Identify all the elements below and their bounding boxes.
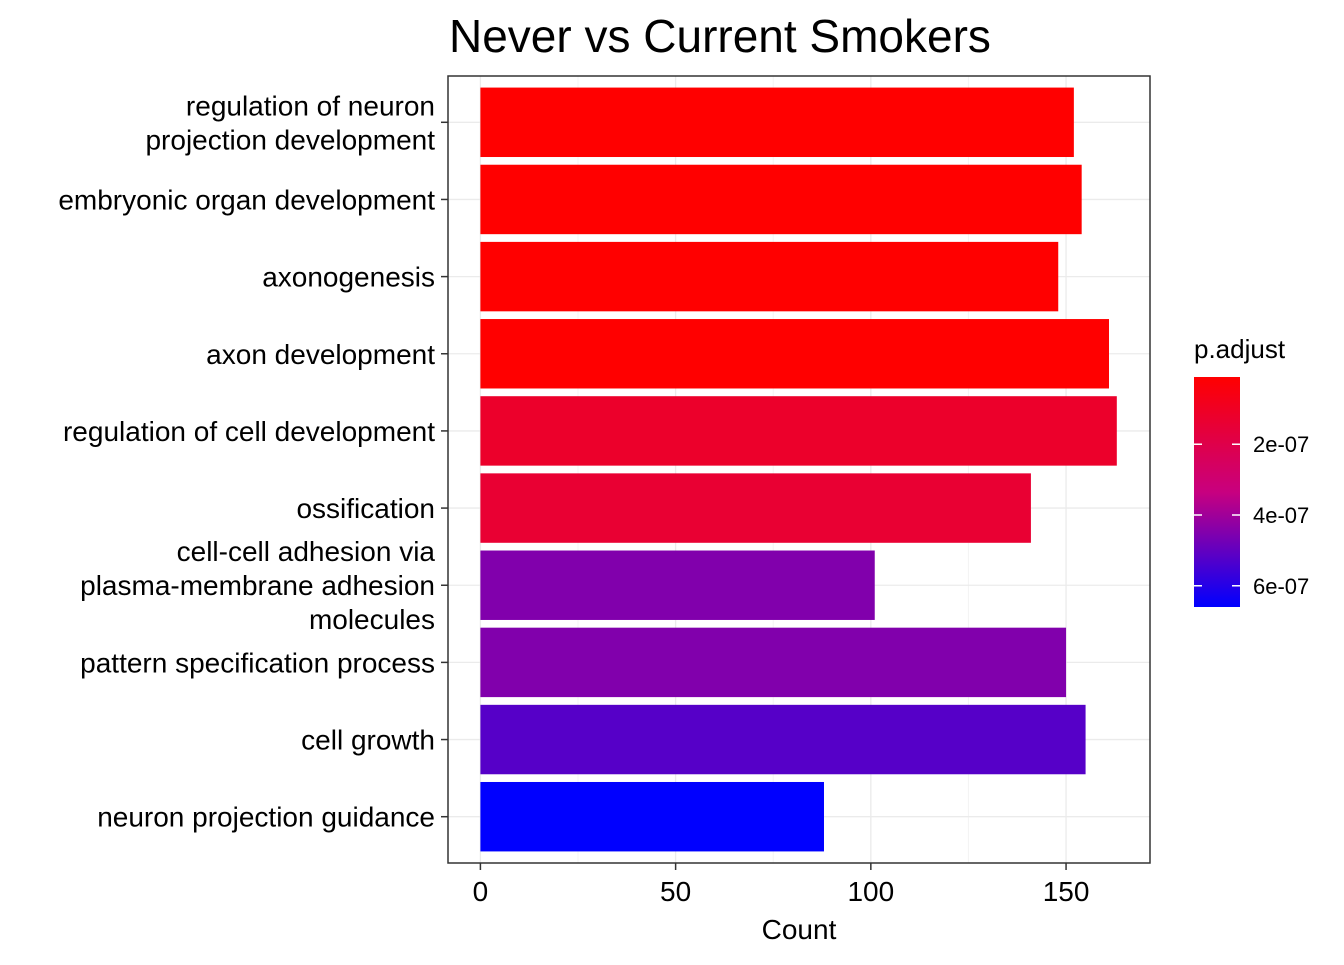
- y-tick-label: cell growth: [301, 725, 435, 756]
- plot-border: [447, 75, 1151, 864]
- legend-tick-label: 2e-07: [1253, 432, 1309, 457]
- bar: [480, 241, 1059, 312]
- x-tick-label: 50: [660, 876, 691, 907]
- y-tick-label: neuron projection guidance: [97, 802, 435, 833]
- legend-tick-label: 6e-07: [1253, 574, 1309, 599]
- bar: [480, 473, 1031, 543]
- y-tick-label: ossification: [296, 493, 435, 524]
- bar: [480, 550, 875, 620]
- y-tick-label: cell-cell adhesion via plasma-membrane ad…: [80, 536, 435, 635]
- chart-title: Never vs Current Smokers: [449, 10, 991, 62]
- x-axis: 0 50 100 150: [473, 863, 1090, 907]
- bar: [480, 164, 1082, 235]
- bar: [480, 627, 1067, 698]
- y-tick-label: axon development: [206, 339, 435, 370]
- y-tick-label: axonogenesis: [262, 262, 435, 293]
- legend-tick-label: 4e-07: [1253, 503, 1309, 528]
- legend-title: p.adjust: [1194, 334, 1286, 364]
- y-tick-label: pattern specification process: [80, 647, 435, 678]
- x-tick-label: 150: [1043, 876, 1090, 907]
- legend: p.adjust 2e-07 4e-07 6e-07: [1194, 334, 1309, 607]
- y-tick-label: regulation of neuron projection developme…: [145, 90, 435, 155]
- bars-layer: [480, 87, 1117, 852]
- bar: [480, 87, 1074, 158]
- y-tick-label: embryonic organ development: [58, 184, 435, 215]
- x-axis-title: Count: [762, 914, 837, 945]
- bar: [480, 396, 1117, 466]
- x-tick-label: 0: [473, 876, 489, 907]
- legend-colorbar: [1194, 377, 1240, 607]
- y-tick-label: regulation of cell development: [63, 416, 435, 447]
- bar: [480, 704, 1086, 775]
- y-axis: regulation of neuron projection developme…: [58, 90, 448, 833]
- bar: [480, 781, 824, 852]
- x-tick-label: 100: [847, 876, 894, 907]
- bar: [480, 319, 1110, 389]
- legend-ticks: 2e-07 4e-07 6e-07: [1194, 432, 1309, 599]
